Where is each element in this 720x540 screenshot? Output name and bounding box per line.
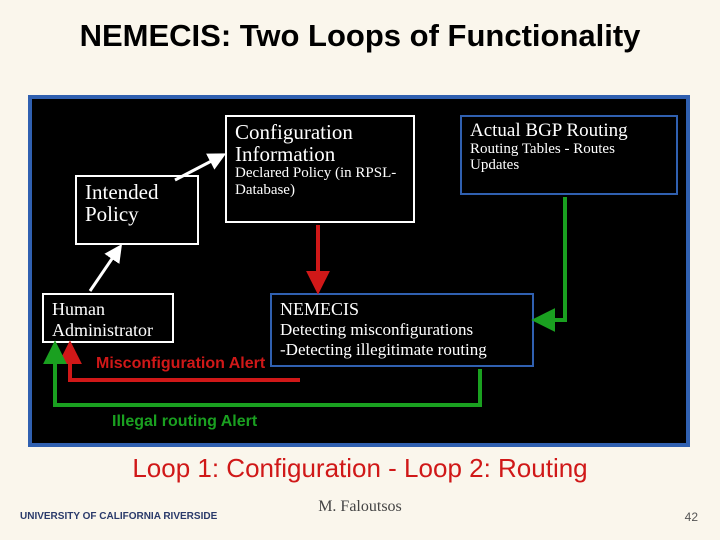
box-actual-bgp-routing: Actual BGP Routing Routing Tables - Rout… — [460, 115, 678, 195]
nemecis-line1: NEMECIS — [280, 299, 524, 320]
actual-sub2: Updates — [470, 157, 668, 174]
box-intended-policy: Intended Policy — [75, 175, 199, 245]
human-line2: Administrator — [52, 320, 164, 341]
config-line2: Information — [235, 143, 405, 165]
intended-line2: Policy — [85, 203, 189, 225]
label-illegal-routing-alert: Illegal routing Alert — [112, 413, 257, 431]
config-sub2: Database) — [235, 182, 405, 199]
actual-line1: Actual BGP Routing — [470, 121, 668, 141]
config-line1: Configuration — [235, 121, 405, 143]
intended-line1: Intended — [85, 181, 189, 203]
page-number: 42 — [685, 510, 698, 524]
slide-title: NEMECIS: Two Loops of Functionality — [0, 18, 720, 54]
nemecis-line3: -Detecting illegitimate routing — [280, 340, 524, 360]
box-human-administrator: Human Administrator — [42, 293, 174, 343]
nemecis-line2: Detecting misconfigurations — [280, 320, 524, 340]
box-configuration-information: Configuration Information Declared Polic… — [225, 115, 415, 223]
slide: NEMECIS: Two Loops of Functionality Inte… — [0, 0, 720, 540]
loop-summary-text: Loop 1: Configuration - Loop 2: Routing — [0, 453, 720, 484]
label-misconfiguration-alert: Misconfiguration Alert — [96, 355, 265, 373]
human-line1: Human — [52, 299, 164, 320]
config-sub1: Declared Policy (in RPSL- — [235, 165, 405, 182]
box-nemecis: NEMECIS Detecting misconfigurations -Det… — [270, 293, 534, 367]
logo-riverside-text: UNIVERSITY OF CALIFORNIA RIVERSIDE — [20, 511, 217, 522]
actual-sub1: Routing Tables - Routes — [470, 141, 668, 158]
